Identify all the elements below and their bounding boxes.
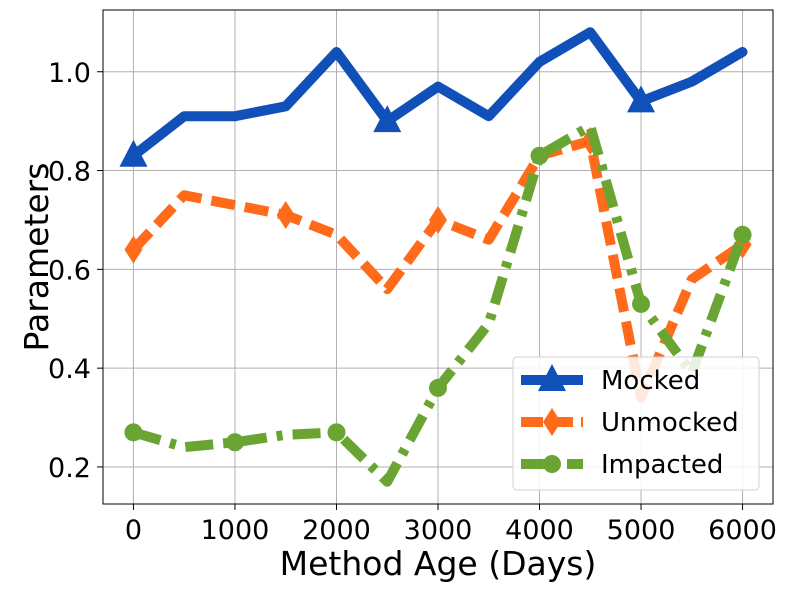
y-tick-label: 0.4 bbox=[48, 354, 91, 385]
data-point-marker bbox=[225, 433, 244, 452]
y-tick-label: 0.8 bbox=[48, 157, 91, 188]
data-point-marker bbox=[429, 378, 447, 397]
data-point-marker bbox=[124, 423, 143, 442]
data-point-marker bbox=[632, 294, 651, 313]
data-point-marker bbox=[627, 85, 656, 113]
series-impacted bbox=[124, 121, 752, 487]
legend-label: Mocked bbox=[601, 366, 700, 396]
data-point-marker bbox=[530, 146, 549, 165]
legend-swatch-marker bbox=[543, 408, 561, 436]
data-point-marker bbox=[373, 105, 402, 133]
legend-label: Impacted bbox=[601, 450, 723, 480]
legend-item-unmocked: Unmocked bbox=[521, 408, 739, 438]
grid bbox=[103, 10, 773, 504]
y-tick-label: 0.6 bbox=[48, 255, 91, 286]
x-tick-label: 0 bbox=[125, 515, 142, 546]
x-tick-label: 2000 bbox=[302, 515, 371, 546]
x-tick-label: 5000 bbox=[607, 515, 676, 546]
legend-swatch-marker bbox=[538, 364, 566, 391]
legend-item-mocked: Mocked bbox=[521, 364, 700, 396]
legend-label: Unmocked bbox=[601, 408, 739, 438]
x-tick-label: 1000 bbox=[201, 515, 270, 546]
legend-box bbox=[512, 356, 760, 491]
x-tick-label: 4000 bbox=[505, 515, 574, 546]
data-point-marker bbox=[429, 205, 447, 234]
data-point-marker bbox=[733, 225, 752, 244]
data-point-marker bbox=[276, 201, 295, 230]
data-point-marker bbox=[327, 423, 346, 442]
axis-ticks: 0 1000 2000 3000 4000 5000 6000 0.2 0.4 0.6 0.8 1.0 bbox=[48, 58, 777, 546]
y-axis-title: Parameters bbox=[17, 163, 56, 352]
x-tick-label: 3000 bbox=[404, 515, 473, 546]
y-tick-label: 1.0 bbox=[48, 58, 91, 89]
x-tick-label: 6000 bbox=[708, 515, 777, 546]
y-tick-label: 0.2 bbox=[48, 453, 91, 484]
legend-swatch-marker bbox=[543, 455, 561, 473]
legend-item-impacted: Impacted bbox=[521, 450, 723, 480]
data-point-marker bbox=[119, 139, 148, 167]
series-mocked bbox=[119, 27, 748, 167]
x-axis-title: Method Age (Days) bbox=[280, 544, 597, 583]
data-point-marker bbox=[124, 235, 143, 264]
legend: Mocked Unmocked Impacted bbox=[512, 356, 760, 491]
